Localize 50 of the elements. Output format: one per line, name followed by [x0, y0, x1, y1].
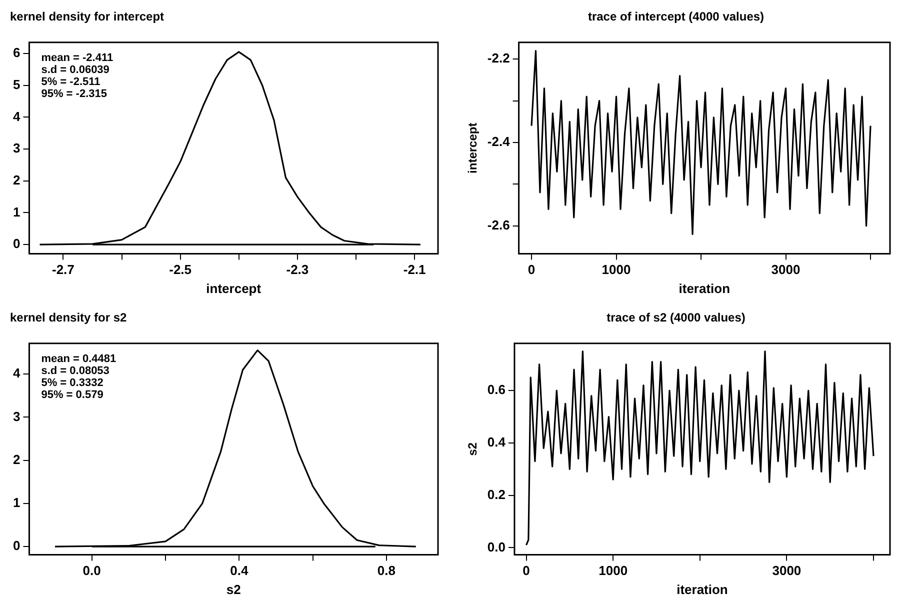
- annotation: mean = 0.4481: [41, 352, 116, 365]
- y-tick-label: 5: [12, 76, 20, 92]
- y-tick-label: 0.0: [487, 539, 506, 554]
- x-axis-title: intercept: [206, 280, 262, 296]
- y-axis-title: intercept: [466, 122, 480, 174]
- y-tick-label: 4: [12, 108, 21, 124]
- y-tick-label: -2.4: [487, 134, 511, 150]
- x-tick-label: -2.7: [52, 262, 74, 278]
- y-tick-label: -2.2: [487, 50, 510, 66]
- annotation: 95% = 0.579: [41, 388, 104, 401]
- annotation: s.d = 0.06039: [41, 64, 110, 76]
- y-tick-label: 0.4: [487, 434, 506, 450]
- x-tick-label: -2.1: [403, 262, 426, 278]
- x-axis-title: s2: [226, 582, 241, 597]
- y-tick-label: 0: [12, 236, 20, 252]
- x-tick-label: -2.5: [169, 262, 192, 278]
- annotation: 95% = -2.315: [41, 88, 107, 100]
- chart-title: kernel density for s2: [10, 310, 128, 325]
- y-tick-label: 0.6: [487, 382, 506, 398]
- x-tick-label: 0.0: [82, 563, 101, 578]
- x-tick-label: -2.3: [286, 262, 309, 278]
- y-tick-label: -2.6: [487, 217, 510, 232]
- y-tick-label: 0: [12, 538, 20, 554]
- x-tick-label: 3000: [771, 262, 800, 278]
- x-axis-title: iteration: [678, 280, 730, 296]
- y-tick-label: 1: [12, 204, 20, 220]
- chart-title: kernel density for intercept: [10, 10, 164, 24]
- y-tick-label: 3: [12, 408, 20, 424]
- y-tick-label: 2: [12, 172, 20, 188]
- x-tick-label: 0: [528, 262, 536, 278]
- y-tick-label: 0.2: [487, 486, 506, 502]
- x-tick-label: 1000: [602, 262, 631, 278]
- x-tick-label: 1000: [598, 563, 628, 578]
- y-tick-label: 3: [12, 140, 20, 156]
- y-tick-label: 1: [12, 495, 20, 510]
- x-tick-label: 0: [522, 563, 530, 578]
- x-tick-label: 0.8: [377, 563, 396, 578]
- chart-title: trace of s2 (4000 values): [606, 310, 746, 325]
- annotation: s.d = 0.08053: [41, 364, 110, 377]
- y-tick-label: 6: [12, 45, 20, 60]
- y-tick-label: 4: [12, 366, 21, 381]
- x-axis-title: iteration: [676, 582, 728, 597]
- annotation: 5% = -2.511: [41, 76, 100, 88]
- chart-title: trace of intercept (4000 values): [588, 10, 764, 24]
- y-tick-label: 2: [12, 452, 20, 467]
- y-axis-title: s2: [466, 442, 480, 456]
- annotation: mean = -2.411: [41, 52, 114, 64]
- annotation: 5% = 0.3332: [41, 376, 104, 389]
- x-tick-label: 0.4: [230, 563, 249, 578]
- x-tick-label: 3000: [772, 563, 802, 578]
